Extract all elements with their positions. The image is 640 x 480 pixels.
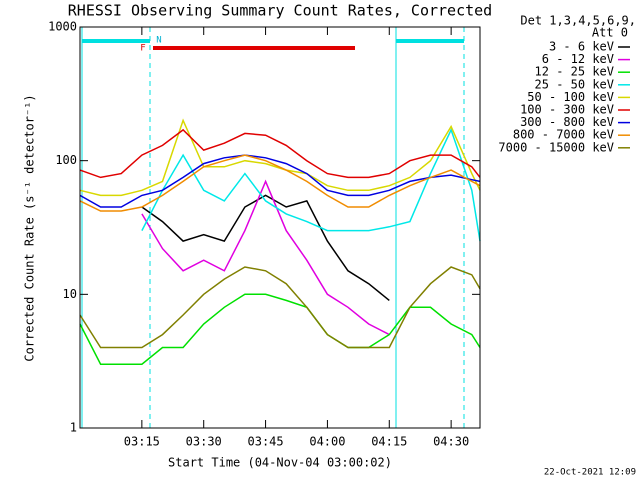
x-tick-label: 04:15 bbox=[371, 435, 407, 449]
series-line bbox=[79, 266, 481, 349]
legend-label: 3 - 6 keV bbox=[549, 40, 614, 54]
legend-label: 25 - 50 keV bbox=[535, 77, 614, 91]
plot-frame bbox=[79, 26, 481, 429]
series-line bbox=[141, 127, 481, 242]
series-line bbox=[79, 154, 481, 208]
series-line bbox=[79, 128, 481, 179]
x-tick-label: 03:45 bbox=[248, 435, 284, 449]
x-axis-label: Start Time (04-Nov-04 03:00:02) bbox=[168, 456, 392, 470]
chart-title: RHESSI Observing Summary Count Rates, Co… bbox=[68, 2, 492, 20]
y-tick-label: 10 bbox=[63, 287, 77, 301]
y-tick-label: 1000 bbox=[48, 20, 77, 34]
header: Det 1,3,4,5,6,9, bbox=[520, 14, 636, 28]
series-line bbox=[79, 154, 481, 212]
legend-label: 800 - 7000 keV bbox=[513, 128, 614, 142]
series-line bbox=[79, 293, 481, 365]
x-tick-label: 03:30 bbox=[186, 435, 222, 449]
orbit-markers bbox=[81, 27, 465, 428]
y-tick-label: 1 bbox=[70, 421, 77, 435]
series-line bbox=[141, 194, 390, 301]
y-tick-label: 100 bbox=[55, 153, 77, 167]
x-tick-label: 04:30 bbox=[433, 435, 469, 449]
series-line bbox=[141, 179, 390, 336]
legend-label: 300 - 800 keV bbox=[520, 115, 614, 129]
legend-label: 7000 - 15000 keV bbox=[498, 140, 614, 154]
legend-label: 50 - 100 keV bbox=[527, 90, 614, 104]
header: Att 0 bbox=[592, 26, 628, 40]
x-tick-label: 03:15 bbox=[124, 435, 160, 449]
annotation: N bbox=[156, 36, 161, 46]
y-axis-label: Corrected Count Rate (s⁻¹ detector⁻¹) bbox=[23, 94, 37, 361]
legend-label: 12 - 25 keV bbox=[535, 65, 614, 79]
legend-label: 6 - 12 keV bbox=[542, 52, 614, 66]
x-tick-label: 04:00 bbox=[309, 435, 345, 449]
annotation: F bbox=[140, 44, 145, 54]
legend-label: 100 - 300 keV bbox=[520, 103, 614, 117]
footer: 22-Oct-2021 12:09 bbox=[544, 468, 636, 478]
